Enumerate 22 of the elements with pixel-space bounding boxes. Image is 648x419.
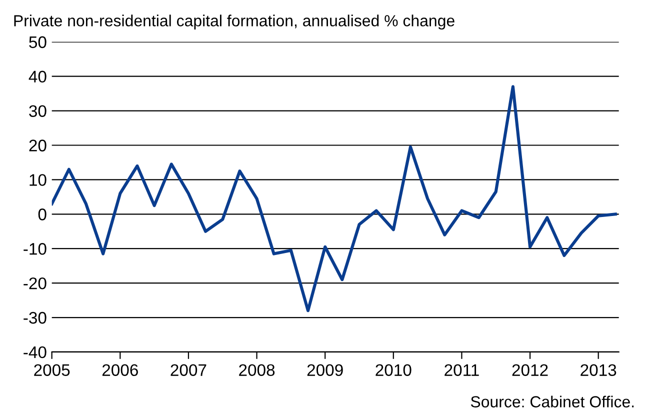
y-tick-label: 50 — [29, 36, 46, 48]
chart-title: Private non-residential capital formation, annualised % change — [14, 14, 454, 30]
y-tick-label: 30 — [29, 105, 46, 118]
line-series — [52, 85, 617, 312]
y-tick-label: 10 — [30, 174, 46, 186]
y-tick-label: -40 — [24, 346, 46, 358]
x-tick-label: 2012 — [512, 364, 548, 376]
source-note: Source: Cabinet Office. — [470, 396, 634, 408]
y-tick-label: 40 — [28, 70, 46, 83]
y-tick-label: -10 — [24, 243, 46, 255]
y-tick-label: 0 — [38, 208, 46, 220]
y-tick-label: -30 — [24, 312, 46, 324]
x-tick-label: 2013 — [580, 364, 616, 376]
y-tick-label: -20 — [24, 277, 46, 290]
x-tick-label: 2006 — [102, 364, 138, 376]
x-tick-label: 2005 — [34, 364, 70, 376]
x-tick-label: 2011 — [444, 364, 479, 376]
x-tick-label: 2010 — [376, 364, 412, 376]
y-tick-label: 20 — [29, 140, 46, 152]
x-tick-label: 2007 — [170, 364, 206, 376]
x-tick-label: 2009 — [307, 364, 343, 376]
x-tick-label: 2008 — [239, 364, 275, 376]
